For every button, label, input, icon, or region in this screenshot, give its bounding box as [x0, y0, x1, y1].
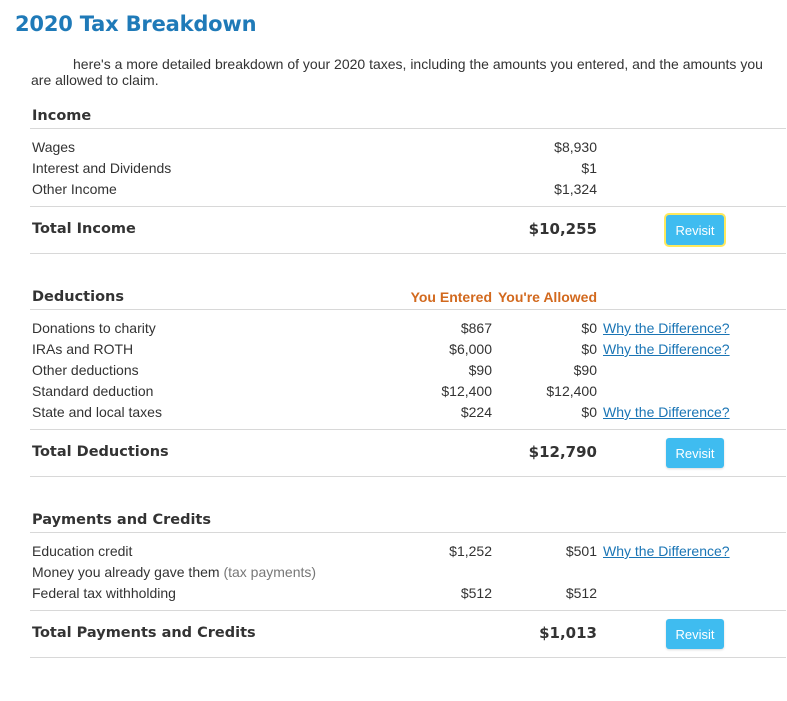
row-entered-amount: $1,252 [449, 543, 492, 559]
total-deductions-label: Total Deductions [32, 444, 169, 460]
row-entered-amount: $12,400 [441, 383, 492, 399]
deductions-heading: Deductions [32, 289, 124, 305]
row-label: Donations to charity [32, 320, 156, 336]
row-label: Money you already gave them (tax payment… [32, 564, 316, 580]
row-entered-amount: $512 [460, 585, 492, 601]
deductions-rows: Donations to charity $867 $0 Why the Dif… [30, 310, 786, 430]
row-label: State and local taxes [32, 404, 162, 420]
income-total-row: Total Income $10,255 Revisit [30, 207, 786, 254]
deduction-row-charity: Donations to charity $867 $0 Why the Dif… [30, 318, 786, 339]
row-label: Federal tax withholding [32, 585, 176, 601]
deductions-revisit-button[interactable]: Revisit [666, 438, 724, 468]
deductions-section: Deductions You Entered You're Allowed Do… [30, 277, 786, 477]
deduction-row-standard: Standard deduction $12,400 $12,400 [30, 381, 786, 402]
why-the-difference-link[interactable]: Why the Difference? [603, 404, 730, 420]
row-entered-amount: $6,000 [449, 341, 492, 357]
row-allowed-amount: $8,930 [554, 139, 597, 155]
row-allowed-amount: $501 [565, 543, 597, 559]
total-payments-value: $1,013 [539, 624, 597, 642]
intro-text: here's a more detailed breakdown of your… [31, 56, 763, 88]
why-the-difference-link[interactable]: Why the Difference? [603, 341, 730, 357]
income-heading: Income [32, 108, 92, 124]
row-label: Standard deduction [32, 383, 154, 399]
income-row-wages: Wages $8,930 [30, 137, 786, 158]
row-entered-amount: $867 [460, 320, 492, 336]
income-header: Income [30, 96, 786, 129]
row-allowed-amount: $512 [565, 585, 597, 601]
row-allowed-amount: $12,400 [546, 383, 597, 399]
income-rows: Wages $8,930 Interest and Dividends $1 O… [30, 129, 786, 207]
deductions-total-row: Total Deductions $12,790 Revisit [30, 430, 786, 477]
payments-total-row: Total Payments and Credits $1,013 Revisi… [30, 611, 786, 658]
total-payments-label: Total Payments and Credits [32, 625, 256, 641]
row-label: IRAs and ROTH [32, 341, 134, 357]
you-allowed-column-header: You're Allowed [497, 289, 597, 305]
row-allowed-amount: $1,324 [554, 181, 597, 197]
row-label-text: Money you already gave them [32, 564, 220, 580]
row-entered-amount: $224 [460, 404, 492, 420]
row-allowed-amount: $1 [581, 160, 597, 176]
payments-revisit-button[interactable]: Revisit [666, 619, 724, 649]
deductions-header: Deductions You Entered You're Allowed [30, 277, 786, 310]
why-the-difference-link[interactable]: Why the Difference? [603, 543, 730, 559]
row-label: Interest and Dividends [32, 160, 172, 176]
row-allowed-amount: $90 [573, 362, 597, 378]
why-the-difference-link[interactable]: Why the Difference? [603, 320, 730, 336]
payment-row-federal-withholding: Federal tax withholding $512 $512 [30, 583, 786, 604]
row-label: Other deductions [32, 362, 139, 378]
you-entered-column-header: You Entered [410, 289, 492, 305]
row-label: Education credit [32, 543, 133, 559]
total-income-value: $10,255 [528, 220, 597, 238]
income-section: Income Wages $8,930 Interest and Dividen… [30, 96, 786, 254]
payments-section: Payments and Credits Education credit $1… [30, 500, 786, 658]
page-title: 2020 Tax Breakdown [15, 12, 257, 36]
payment-row-education-credit: Education credit $1,252 $501 Why the Dif… [30, 541, 786, 562]
income-row-interest: Interest and Dividends $1 [30, 158, 786, 179]
row-allowed-amount: $0 [581, 320, 597, 336]
deduction-row-ira: IRAs and ROTH $6,000 $0 Why the Differen… [30, 339, 786, 360]
deduction-row-state-local: State and local taxes $224 $0 Why the Di… [30, 402, 786, 423]
row-label-note: (tax payments) [223, 564, 317, 580]
payment-row-tax-payments: Money you already gave them (tax payment… [30, 562, 786, 583]
payments-rows: Education credit $1,252 $501 Why the Dif… [30, 533, 786, 611]
payments-header: Payments and Credits [30, 500, 786, 533]
total-income-label: Total Income [32, 221, 136, 237]
income-row-other: Other Income $1,324 [30, 179, 786, 200]
row-entered-amount: $90 [468, 362, 492, 378]
payments-heading: Payments and Credits [32, 512, 211, 528]
row-allowed-amount: $0 [581, 341, 597, 357]
deduction-row-other: Other deductions $90 $90 [30, 360, 786, 381]
row-label: Wages [32, 139, 76, 155]
row-label: Other Income [32, 181, 117, 197]
income-revisit-button[interactable]: Revisit [666, 215, 724, 245]
total-deductions-value: $12,790 [528, 443, 597, 461]
row-allowed-amount: $0 [581, 404, 597, 420]
